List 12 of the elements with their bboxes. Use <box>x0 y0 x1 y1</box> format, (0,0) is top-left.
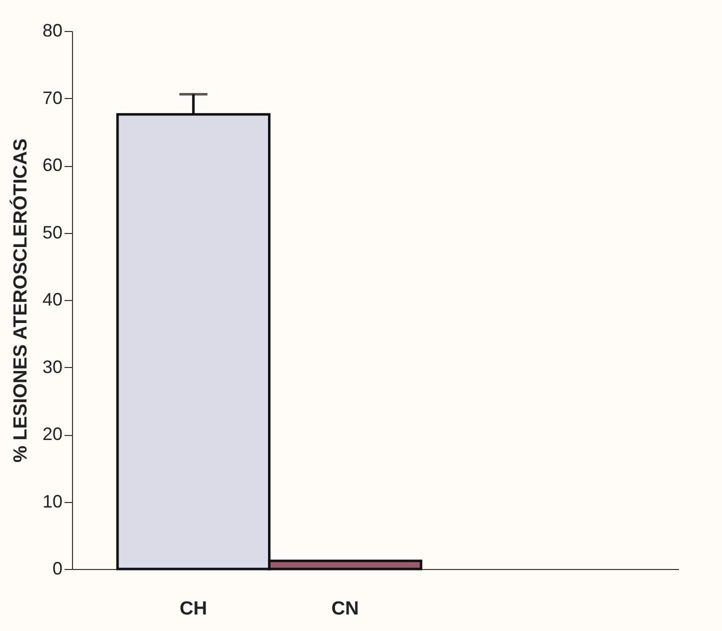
y-tick-label: 70 <box>42 88 62 108</box>
y-axis-title: % LESIONES ATEROSCLERÓTICAS <box>9 138 32 463</box>
y-tick-label: 60 <box>42 155 62 175</box>
y-tick-label: 20 <box>42 424 62 444</box>
y-tick-label: 0 <box>52 558 62 578</box>
y-tick-label: 50 <box>42 222 62 242</box>
y-tick-label: 80 <box>42 20 62 40</box>
y-tick-label: 10 <box>42 491 62 512</box>
y-tick-label: 40 <box>42 290 62 310</box>
x-tick-label: CN <box>331 598 359 620</box>
x-tick-label: CH <box>180 598 208 620</box>
y-tick-label: 30 <box>42 356 62 377</box>
